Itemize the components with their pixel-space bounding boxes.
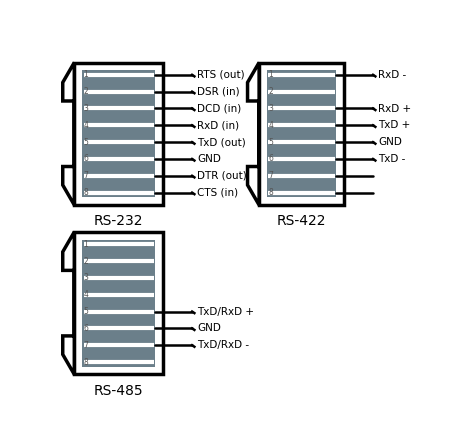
Text: 5: 5 — [83, 307, 89, 316]
Text: TxD/RxD +: TxD/RxD + — [198, 306, 255, 317]
Text: 7: 7 — [83, 341, 89, 350]
Text: GND: GND — [198, 154, 221, 164]
Bar — [74, 63, 163, 205]
Text: 6: 6 — [83, 155, 89, 163]
Text: RxD -: RxD - — [378, 70, 407, 80]
Bar — [82, 70, 155, 197]
Text: RS-485: RS-485 — [94, 384, 143, 398]
Text: TxD (out): TxD (out) — [198, 137, 246, 147]
Bar — [74, 232, 163, 374]
Text: 1: 1 — [83, 240, 88, 249]
Text: 4: 4 — [83, 290, 89, 299]
Text: 1: 1 — [268, 70, 273, 79]
Text: 3: 3 — [268, 104, 273, 113]
Text: 2: 2 — [83, 257, 88, 266]
Polygon shape — [63, 63, 74, 205]
Text: RxD (in): RxD (in) — [198, 120, 240, 131]
Text: 5: 5 — [268, 138, 273, 147]
Text: GND: GND — [198, 323, 221, 333]
Text: 2: 2 — [268, 87, 273, 96]
Text: 8: 8 — [83, 357, 88, 367]
Text: 6: 6 — [83, 324, 89, 333]
Text: RxD +: RxD + — [378, 103, 411, 114]
Text: 3: 3 — [83, 104, 89, 113]
Text: 4: 4 — [268, 121, 273, 130]
Text: 8: 8 — [83, 188, 88, 197]
Text: DCD (in): DCD (in) — [198, 103, 242, 114]
Text: 1: 1 — [83, 70, 88, 79]
Text: RS-232: RS-232 — [94, 214, 143, 228]
Text: RTS (out): RTS (out) — [198, 70, 245, 80]
Text: TxD +: TxD + — [378, 120, 410, 131]
Polygon shape — [63, 232, 74, 374]
Text: 7: 7 — [83, 171, 89, 180]
Text: 4: 4 — [83, 121, 89, 130]
Text: 2: 2 — [83, 87, 88, 96]
Text: 6: 6 — [268, 155, 273, 163]
Text: TxD/RxD -: TxD/RxD - — [198, 340, 250, 350]
Text: 7: 7 — [268, 171, 273, 180]
Text: DSR (in): DSR (in) — [198, 87, 240, 97]
Bar — [82, 240, 155, 367]
Bar — [267, 70, 336, 197]
Text: TxD -: TxD - — [378, 154, 406, 164]
Text: 8: 8 — [268, 188, 273, 197]
Text: 5: 5 — [83, 138, 89, 147]
Text: 3: 3 — [83, 274, 89, 282]
Text: RS-422: RS-422 — [277, 214, 326, 228]
Bar — [259, 63, 344, 205]
Text: CTS (in): CTS (in) — [198, 188, 238, 198]
Polygon shape — [247, 63, 259, 205]
Text: GND: GND — [378, 137, 402, 147]
Text: DTR (out): DTR (out) — [198, 171, 247, 181]
